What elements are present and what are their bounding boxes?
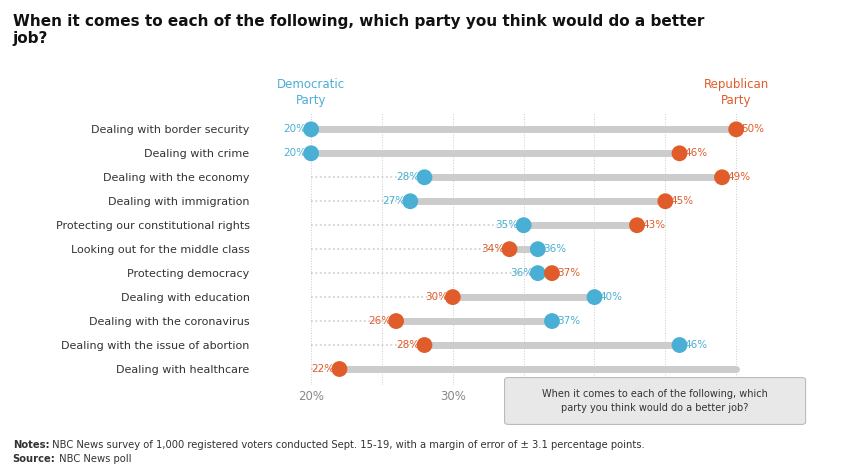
Point bbox=[659, 197, 672, 205]
Text: 37%: 37% bbox=[557, 316, 580, 326]
Point bbox=[672, 341, 686, 349]
Text: Notes:: Notes: bbox=[13, 440, 49, 450]
Point bbox=[545, 269, 559, 277]
Point bbox=[418, 174, 432, 181]
Text: NBC News poll: NBC News poll bbox=[56, 454, 131, 464]
Text: Democratic
Party: Democratic Party bbox=[277, 78, 345, 107]
Point bbox=[304, 126, 318, 133]
Point bbox=[672, 150, 686, 157]
Point bbox=[715, 174, 728, 181]
Text: 37%: 37% bbox=[557, 268, 580, 278]
Point bbox=[418, 341, 432, 349]
Text: 34%: 34% bbox=[482, 244, 505, 254]
Text: 20%: 20% bbox=[283, 148, 306, 159]
Text: 36%: 36% bbox=[543, 244, 566, 254]
Text: 45%: 45% bbox=[670, 196, 694, 206]
Text: 46%: 46% bbox=[684, 148, 707, 159]
Point bbox=[531, 245, 544, 253]
Point bbox=[446, 293, 460, 301]
Text: 20%: 20% bbox=[283, 124, 306, 134]
Text: 22%: 22% bbox=[311, 364, 334, 374]
Text: Source:: Source: bbox=[13, 454, 56, 464]
Text: When it comes to each of the following, which
party you think would do a better : When it comes to each of the following, … bbox=[542, 389, 768, 413]
Point bbox=[588, 293, 601, 301]
Text: 30%: 30% bbox=[425, 292, 448, 302]
Text: 27%: 27% bbox=[382, 196, 405, 206]
Text: 43%: 43% bbox=[642, 220, 665, 230]
Text: 49%: 49% bbox=[727, 172, 750, 182]
Text: 36%: 36% bbox=[510, 268, 533, 278]
Point bbox=[531, 269, 544, 277]
Point bbox=[729, 126, 743, 133]
Point bbox=[389, 318, 403, 325]
Text: 46%: 46% bbox=[684, 340, 707, 350]
Point bbox=[404, 197, 417, 205]
Text: 40%: 40% bbox=[600, 292, 622, 302]
Point bbox=[630, 221, 644, 229]
Text: Republican
Party: Republican Party bbox=[704, 78, 769, 107]
Text: When it comes to each of the following, which party you think would do a better
: When it comes to each of the following, … bbox=[13, 14, 704, 46]
Point bbox=[332, 365, 346, 373]
Text: 35%: 35% bbox=[495, 220, 519, 230]
Point bbox=[304, 150, 318, 157]
Point bbox=[545, 318, 559, 325]
Point bbox=[516, 221, 531, 229]
Text: 28%: 28% bbox=[396, 172, 420, 182]
Text: 50%: 50% bbox=[741, 124, 764, 134]
Text: 26%: 26% bbox=[368, 316, 391, 326]
Text: 28%: 28% bbox=[396, 340, 420, 350]
Point bbox=[503, 245, 516, 253]
Text: NBC News survey of 1,000 registered voters conducted Sept. 15-19, with a margin : NBC News survey of 1,000 registered vote… bbox=[49, 440, 645, 450]
